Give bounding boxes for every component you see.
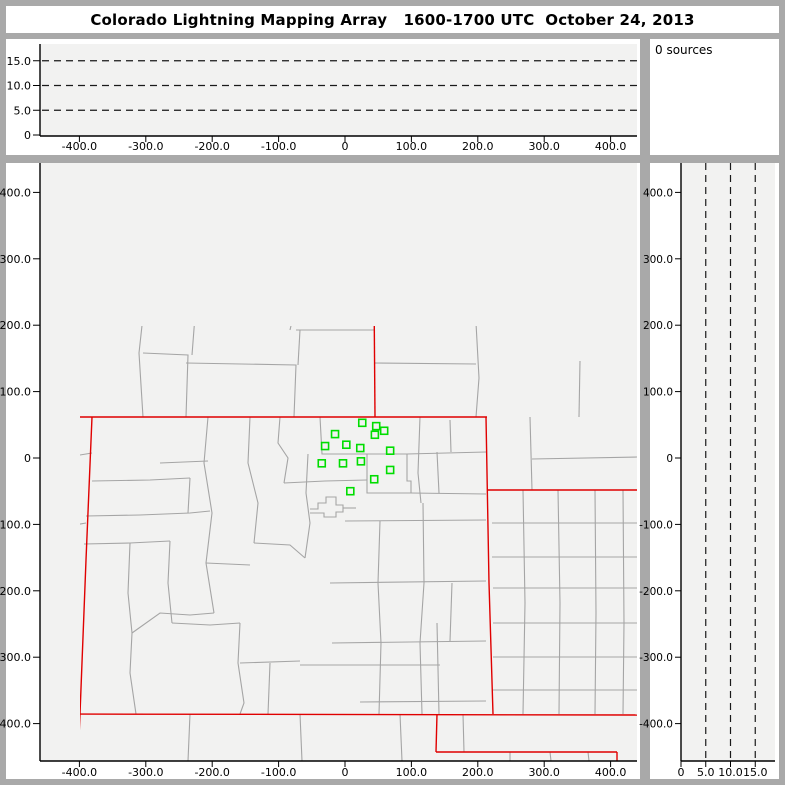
altitude-north-south-panel[interactable] [650,163,779,779]
source-count-label: 0 sources [655,43,713,57]
source-count-panel: 0 sources [650,39,779,155]
page-title: Colorado Lightning Mapping Array 1600-17… [90,10,695,29]
title-bar: Colorado Lightning Mapping Array 1600-17… [6,6,779,33]
plan-view-map-panel[interactable] [6,163,640,779]
altitude-east-west-panel[interactable] [6,39,640,155]
